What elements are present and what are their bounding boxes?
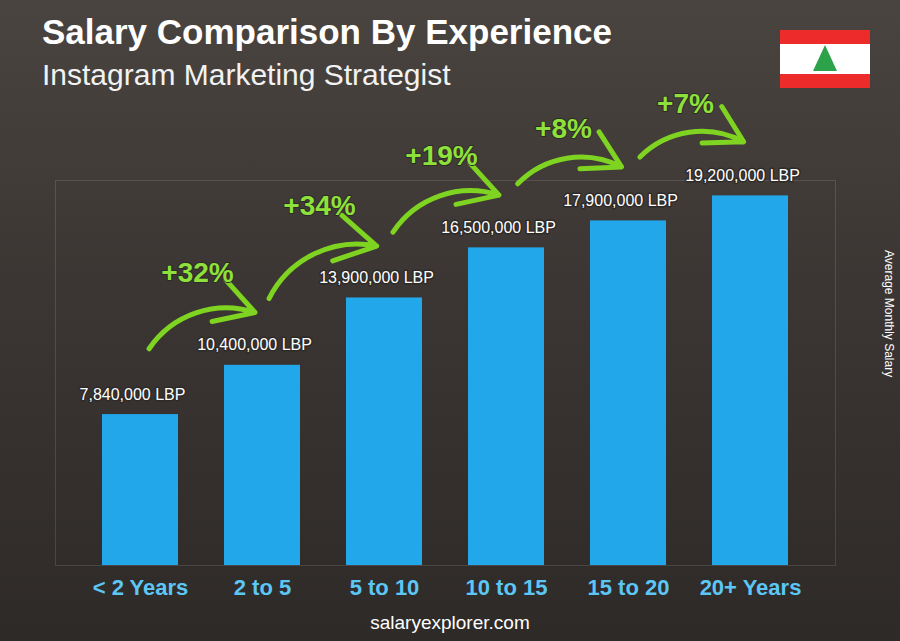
svg-text:16,500,000 LBP: 16,500,000 LBP (441, 219, 556, 236)
svg-text:7,840,000 LBP: 7,840,000 LBP (80, 386, 186, 403)
svg-text:+19%: +19% (405, 140, 477, 171)
svg-text:< 2 Years: < 2 Years (93, 575, 189, 600)
svg-text:+8%: +8% (535, 113, 592, 144)
svg-text:17,900,000 LBP: 17,900,000 LBP (563, 192, 678, 209)
svg-text:+32%: +32% (161, 257, 233, 288)
svg-text:+34%: +34% (283, 190, 355, 221)
html-text:salaryexplorer.com: salaryexplorer.com (370, 612, 530, 633)
svg-text:10 to 15: 10 to 15 (466, 575, 548, 600)
svg-text:20+ Years: 20+ Years (700, 575, 802, 600)
svg-text:10,400,000 LBP: 10,400,000 LBP (197, 336, 312, 353)
svg-text:13,900,000 LBP: 13,900,000 LBP (319, 269, 434, 286)
svg-text:5 to 10: 5 to 10 (350, 575, 420, 600)
html-text:Average Monthly Salary: Average Monthly Salary (882, 250, 896, 378)
html-text:Instagram Marketing Strategist: Instagram Marketing Strategist (42, 58, 451, 91)
svg-text:19,200,000 LBP: 19,200,000 LBP (685, 167, 800, 184)
svg-text:15 to 20: 15 to 20 (588, 575, 670, 600)
html-text:Salary Comparison By Experienc: Salary Comparison By Experience (42, 12, 612, 51)
svg-text:2 to 5: 2 to 5 (234, 575, 291, 600)
svg-text:+7%: +7% (657, 88, 714, 119)
